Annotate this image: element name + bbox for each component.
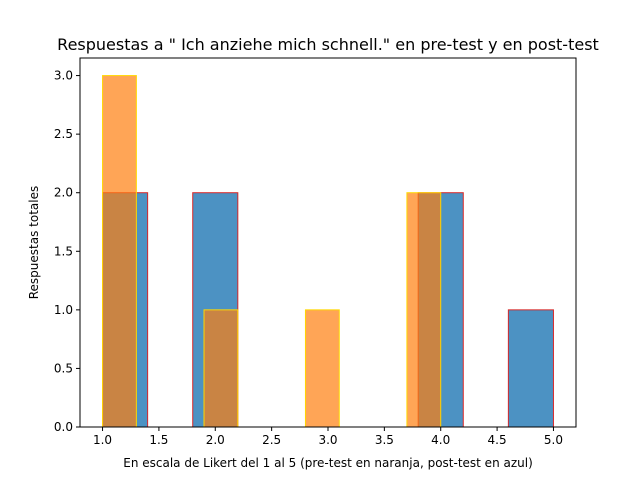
x-tick-label: 2.0 [206, 433, 225, 447]
x-tick-label: 4.5 [488, 433, 507, 447]
y-tick-label: 1.5 [54, 244, 73, 258]
bar-series-1-bin-0 [102, 75, 137, 428]
y-tick-label: 3.0 [54, 69, 73, 83]
y-tick-label: 2.0 [54, 186, 73, 200]
y-tick-label: 0.5 [54, 361, 73, 375]
chart-title: Respuestas a " Ich anziehe mich schnell.… [57, 35, 599, 54]
bar-series-1-bin-3 [406, 192, 442, 428]
x-tick-label: 4.0 [431, 433, 450, 447]
y-tick-label: 1.0 [54, 303, 73, 317]
y-tick-label: 2.5 [54, 127, 73, 141]
bars-layer [102, 75, 554, 428]
y-tick-label: 0.0 [54, 420, 73, 434]
x-tick-label: 2.5 [262, 433, 281, 447]
bar-series-1-bin-2 [304, 309, 340, 428]
x-tick-label: 3.0 [318, 433, 337, 447]
x-axis-label: En escala de Likert del 1 al 5 (pre-test… [123, 456, 533, 470]
y-axis: 0.0 0.5 1.0 1.5 2.0 2.5 3.0 [54, 69, 80, 434]
y-axis-label: Respuestas totales [27, 186, 41, 300]
x-tick-label: 1.0 [93, 433, 112, 447]
x-tick-label: 1.5 [149, 433, 168, 447]
bar-series-0-bin-3 [507, 309, 554, 428]
bar-series-1-bin-1 [203, 309, 239, 428]
x-tick-label: 3.5 [375, 433, 394, 447]
x-axis: 1.0 1.5 2.0 2.5 3.0 3.5 4.0 4.5 5.0 [93, 427, 563, 447]
x-tick-label: 5.0 [544, 433, 563, 447]
